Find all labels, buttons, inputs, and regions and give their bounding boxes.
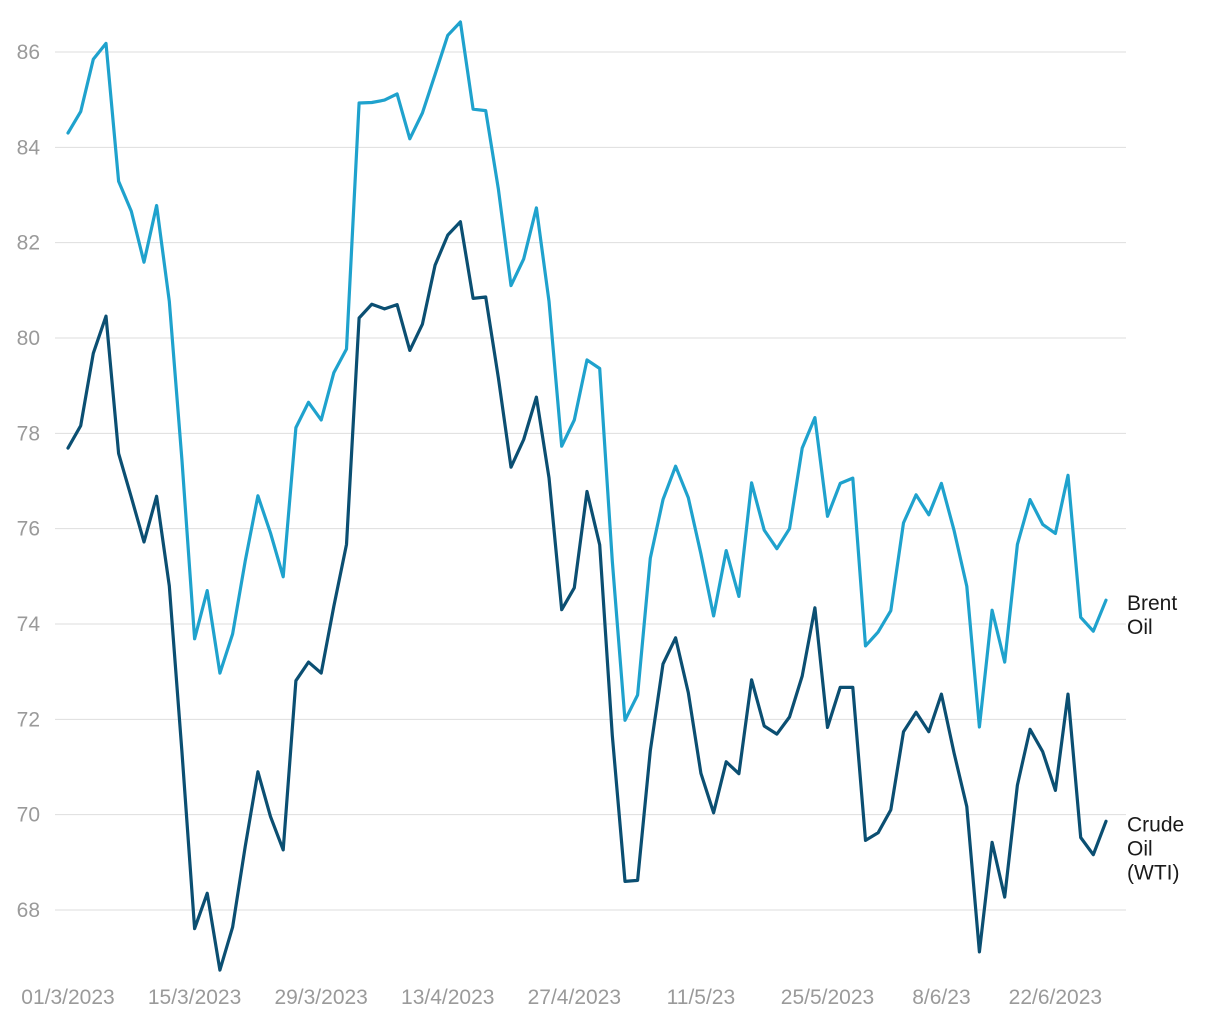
y-gridlines xyxy=(55,51,1126,911)
x-tick-label: 01/3/2023 xyxy=(21,986,114,1009)
y-tick-label: 82 xyxy=(17,232,40,255)
x-tick-label: 8/6/23 xyxy=(912,986,970,1009)
x-tick-label: 15/3/2023 xyxy=(148,986,241,1009)
y-tick-label: 78 xyxy=(17,422,40,445)
x-tick-label: 22/6/2023 xyxy=(1009,986,1102,1009)
y-tick-label: 76 xyxy=(17,518,40,541)
x-tick-label: 29/3/2023 xyxy=(274,986,367,1009)
y-tick-label: 86 xyxy=(17,41,40,64)
y-tick-label: 72 xyxy=(17,708,40,731)
x-tick-label: 27/4/2023 xyxy=(528,986,621,1009)
series-label-brent: Brent Oil xyxy=(1127,592,1177,639)
y-tick-label: 70 xyxy=(17,804,40,827)
x-tick-label: 13/4/2023 xyxy=(401,986,494,1009)
x-tick-label: 25/5/2023 xyxy=(781,986,874,1009)
series-label-wti: Crude Oil (WTI) xyxy=(1127,813,1184,884)
y-tick-label: 68 xyxy=(17,899,40,922)
series-line-wti xyxy=(66,220,1108,972)
x-axis-tick-labels: 01/3/2023 15/3/2023 29/3/2023 13/4/2023 27/4… xyxy=(21,986,1102,1009)
y-axis-tick-labels: 68 70 72 74 76 78 80 82 84 86 xyxy=(17,41,41,922)
series-line-brent xyxy=(66,20,1108,729)
y-tick-label: 84 xyxy=(17,136,41,159)
series-labels: Brent Oil Crude Oil (WTI) xyxy=(1127,592,1184,884)
y-tick-label: 80 xyxy=(17,327,40,350)
y-tick-label: 74 xyxy=(17,613,41,636)
x-tick-label: 11/5/23 xyxy=(667,986,736,1009)
series-lines xyxy=(66,20,1108,972)
